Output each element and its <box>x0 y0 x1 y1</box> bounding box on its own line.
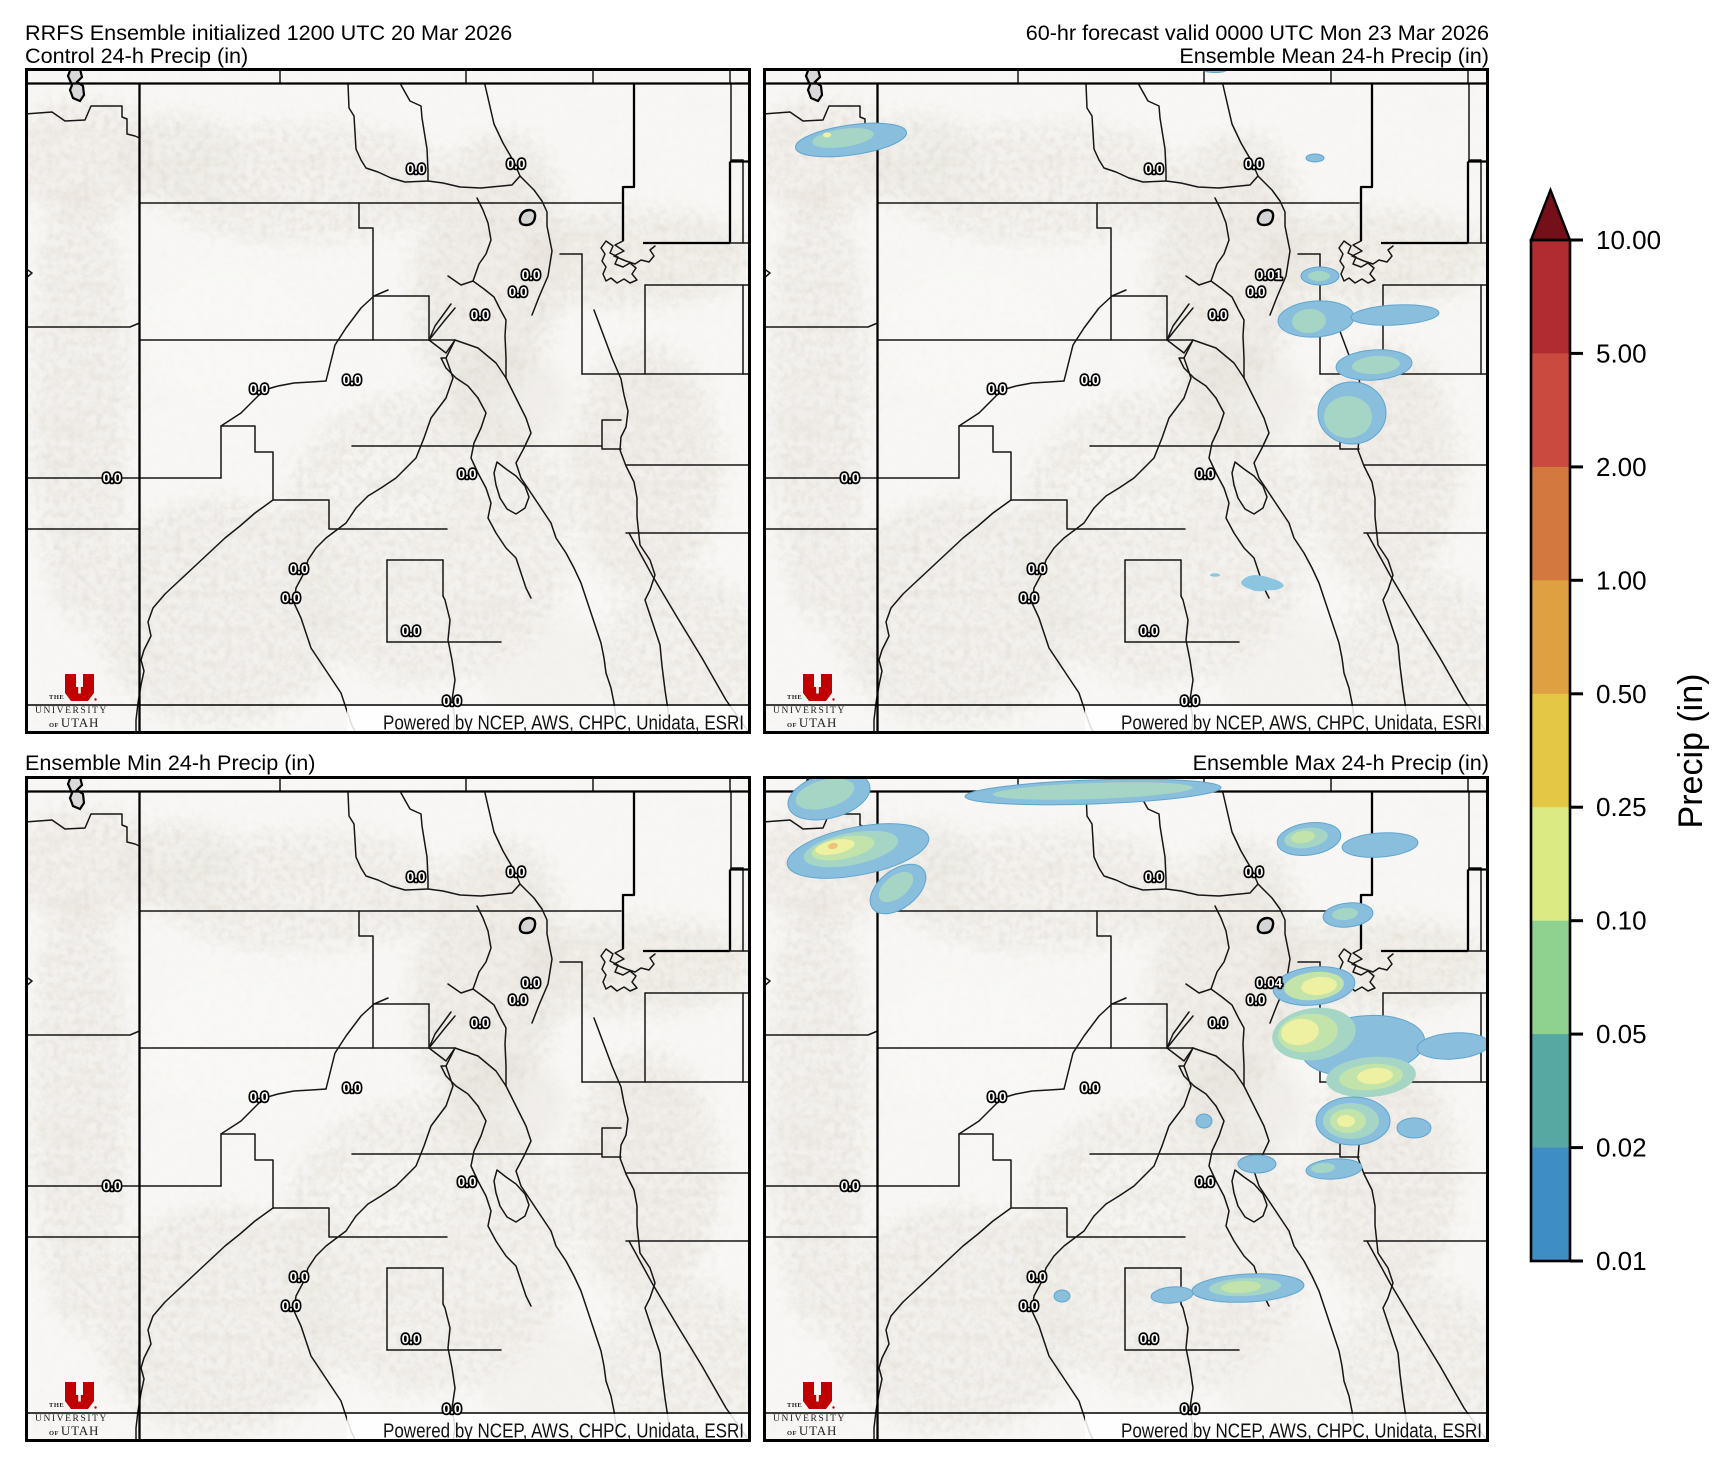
svg-text:10.00: 10.00 <box>1596 225 1661 255</box>
svg-text:5.00: 5.00 <box>1596 338 1647 368</box>
svg-text:2.00: 2.00 <box>1596 452 1647 482</box>
svg-text:0.0: 0.0 <box>522 268 541 283</box>
svg-text:1.00: 1.00 <box>1596 565 1647 595</box>
svg-text:0.01: 0.01 <box>1596 1246 1647 1276</box>
svg-text:0.01: 0.01 <box>1256 268 1283 283</box>
svg-text:0.0: 0.0 <box>522 976 541 991</box>
svg-text:0.10: 0.10 <box>1596 906 1647 936</box>
svg-text:Precip (in): Precip (in) <box>1672 674 1710 829</box>
svg-text:0.50: 0.50 <box>1596 679 1647 709</box>
svg-text:0.04: 0.04 <box>1256 976 1283 991</box>
svg-text:0.05: 0.05 <box>1596 1019 1647 1049</box>
svg-text:0.25: 0.25 <box>1596 792 1647 822</box>
svg-text:0.02: 0.02 <box>1596 1133 1647 1163</box>
